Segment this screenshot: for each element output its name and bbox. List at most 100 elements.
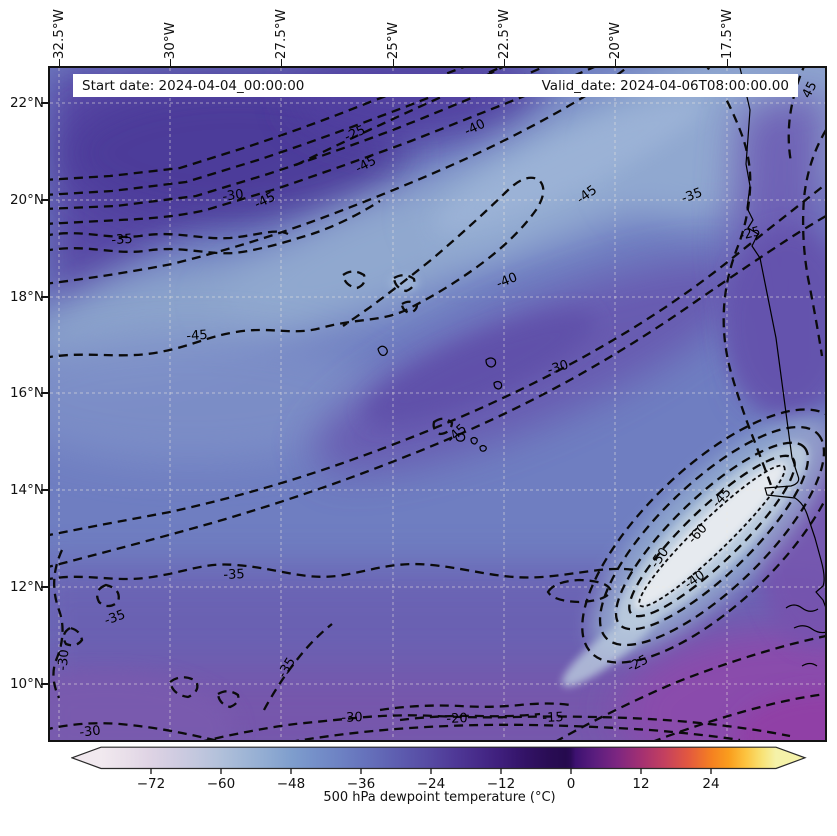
map-graphic (96, 583, 120, 608)
colorbar-tick-label: 12 (632, 776, 649, 792)
river-squiggle (801, 662, 818, 667)
x-tick-mark (726, 59, 728, 66)
date-title-strip: Start date: 2024-04-04_00:00:00 Valid_da… (73, 74, 798, 97)
map-graphic (50, 215, 825, 568)
x-tick-label: 30°W (162, 21, 178, 59)
map-graphic (723, 228, 825, 418)
map-graphic (787, 68, 805, 163)
y-tick-mark (41, 683, 48, 685)
map-graphic (638, 464, 786, 608)
contour-label: -35 (111, 232, 133, 248)
colorbar-tick-label: −48 (277, 776, 306, 792)
colorbar-tick-label: 24 (702, 776, 719, 792)
colorbar-tick-label: −60 (207, 776, 236, 792)
map-plot-area: -30 -45 -25 -45 -35 -40 -45 -35 -25 45 -45 -40 -30 -4… (48, 66, 827, 742)
cape-verde-island (485, 357, 497, 368)
coastline-layer (377, 68, 825, 667)
map-graphic (634, 462, 786, 610)
map-graphic (62, 626, 84, 647)
map-graphic (614, 441, 810, 631)
cape-verde-island (479, 444, 487, 452)
y-tick-mark (41, 102, 48, 104)
contour-label: -30 (546, 358, 571, 379)
y-tick-mark (41, 199, 48, 201)
x-tick-mark (280, 59, 282, 66)
map-graphic (400, 300, 419, 315)
x-tick-label: 22.5°W (496, 8, 512, 59)
cape-verde-island (470, 436, 478, 445)
y-tick-label: 14°N (9, 482, 44, 498)
x-tick-mark (392, 59, 394, 66)
river-squiggle (793, 625, 825, 634)
map-graphic (706, 68, 774, 489)
y-tick-label: 18°N (9, 289, 44, 305)
y-tick-mark (41, 296, 48, 298)
map-graphic (50, 68, 595, 225)
map-graphic (295, 68, 504, 167)
map-graphic (216, 690, 240, 709)
x-tick-label: 27.5°W (273, 8, 289, 59)
contour-label: -35 (102, 607, 127, 628)
graticule-gridlines (50, 68, 825, 740)
y-tick-label: 10°N (9, 676, 44, 692)
dewpoint-color-field (50, 68, 825, 740)
contour-label: 45 (799, 79, 820, 101)
x-tick-label: 25°W (385, 21, 401, 59)
map-graphic (546, 578, 613, 604)
map-graphic (50, 68, 629, 285)
map-graphic (262, 623, 333, 711)
contour-label: -20 (446, 711, 468, 727)
contour-label: -45 (186, 328, 208, 344)
map-graphic (379, 702, 571, 712)
map-graphic (50, 562, 636, 581)
map-graphic (203, 714, 791, 740)
colorbar: −72 −60 −48 −36 −24 −12 0 12 24 (71, 746, 807, 792)
map-graphic (364, 311, 596, 425)
contour-label: -25 (738, 224, 762, 244)
map-graphic (50, 332, 390, 464)
colorbar-tick-label: −72 (137, 776, 166, 792)
y-tick-label: 20°N (9, 192, 44, 208)
x-tick-mark (169, 59, 171, 66)
map-graphic (432, 417, 454, 436)
map-graphic (392, 274, 416, 293)
map-graphic (561, 609, 659, 687)
map-graphic (50, 722, 219, 740)
map-graphic (433, 96, 707, 232)
map-svg: -30 -45-25-45-35-40-45 -35-2545-45-40-30-4… (50, 68, 825, 740)
map-graphic (598, 425, 825, 647)
start-date-text: Start date: 2024-04-04_00:00:00 (82, 77, 305, 94)
river-squiggle (785, 604, 819, 612)
y-tick-label: 22°N (9, 95, 44, 111)
contour-label: -30 (79, 723, 102, 740)
colorbar-tick-label: 0 (567, 776, 576, 792)
map-graphic (50, 176, 545, 359)
map-graphic (295, 723, 741, 740)
cape-verde-island (455, 433, 466, 442)
x-tick-mark (58, 59, 60, 66)
colorbar-tick-label: −24 (417, 776, 446, 792)
map-graphic (654, 692, 825, 740)
map-graphic (399, 712, 541, 722)
contour-label: -30 (221, 187, 244, 205)
colorbar-tick-label: −36 (347, 776, 376, 792)
contour-label: -30 (341, 710, 363, 726)
colorbar-tick-label: −12 (487, 776, 516, 792)
valid-date-text: Valid_date: 2024-04-06T08:00:00.00 (541, 77, 789, 94)
contour-label: -35 (223, 567, 245, 583)
contour-label: -35 (679, 185, 704, 206)
contour-label: -15 (542, 710, 564, 726)
colorbar-ticks: −72 −60 −48 −36 −24 −12 0 12 24 (137, 768, 720, 792)
map-graphic (801, 129, 825, 357)
colorbar-axis-label: 500 hPa dewpoint temperature (°C) (323, 790, 556, 805)
x-tick-mark (503, 59, 505, 66)
map-graphic (736, 691, 825, 740)
y-tick-label: 16°N (9, 385, 44, 401)
contour-label: -30 (56, 649, 73, 671)
y-tick-mark (41, 489, 48, 491)
y-tick-label: 12°N (9, 579, 44, 595)
map-graphic (50, 183, 825, 536)
coastline-path (739, 68, 825, 608)
x-tick-label: 17.5°W (719, 8, 735, 59)
